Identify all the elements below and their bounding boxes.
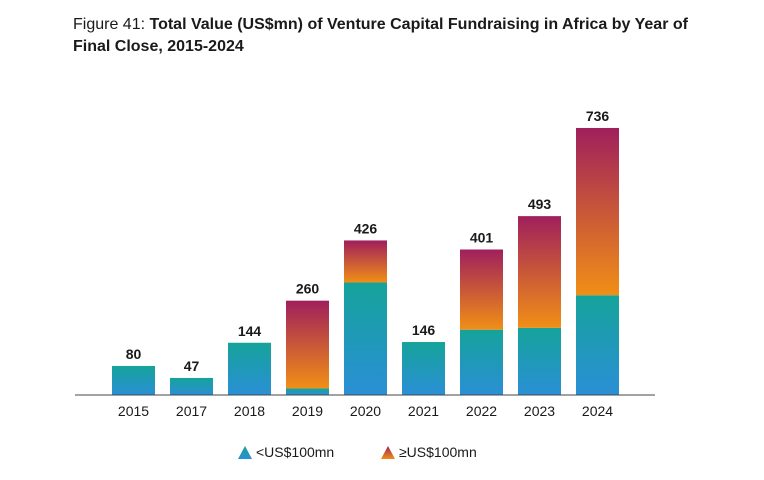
bars-layer: [112, 127, 619, 395]
bar-large-2022: [460, 249, 503, 330]
bar-small-2023: [518, 327, 561, 395]
data-label-2024: 736: [586, 108, 610, 124]
figure-number: Figure 41:: [73, 16, 150, 33]
legend-label-small: <US$100mn: [256, 444, 335, 460]
x-tick-label-2020: 2020: [350, 403, 381, 419]
x-tick-label-2019: 2019: [292, 403, 323, 419]
x-tick-label-2021: 2021: [408, 403, 439, 419]
bar-small-2019: [286, 388, 329, 395]
figure-title: Total Value (US$mn) of Venture Capital F…: [73, 16, 688, 55]
triangle-small-icon: [238, 445, 252, 459]
legend-label-large: ≥US$100mn: [399, 444, 477, 460]
data-label-2019: 260: [296, 281, 320, 297]
data-label-2017: 47: [184, 358, 200, 374]
bar-large-2023: [518, 216, 561, 328]
x-tick-label-2022: 2022: [466, 403, 497, 419]
data-label-2021: 146: [412, 322, 436, 338]
bar-small-2021: [402, 342, 445, 395]
legend-item-large: ≥US$100mn: [381, 444, 477, 460]
bar-chart: 80 2015 47 2017 144 2018 260 2019 426 2020 146 2021…: [75, 108, 655, 419]
bar-large-2020: [344, 240, 387, 283]
bar-small-2024: [576, 295, 619, 395]
bar-small-2022: [460, 329, 503, 395]
data-label-2023: 493: [528, 196, 552, 212]
bar-small-2018: [228, 342, 271, 395]
triangle-large-icon: [381, 445, 395, 459]
x-tick-label-2023: 2023: [524, 403, 555, 419]
x-tick-label-2024: 2024: [582, 403, 613, 419]
labels-layer: 80 2015 47 2017 144 2018 260 2019 426 2020 146 2021…: [118, 108, 613, 419]
x-tick-label-2017: 2017: [176, 403, 207, 419]
data-label-2018: 144: [238, 323, 262, 339]
chart-title: Figure 41: Total Value (US$mn) of Ventur…: [73, 14, 713, 58]
data-label-2015: 80: [126, 346, 142, 362]
bar-large-2019: [286, 300, 329, 389]
legend-item-small: <US$100mn: [238, 444, 334, 460]
bar-large-2024: [576, 127, 619, 296]
bar-small-2020: [344, 282, 387, 395]
data-label-2020: 426: [354, 220, 378, 236]
legend: <US$100mn ≥US$100mn: [0, 444, 764, 466]
x-tick-label-2018: 2018: [234, 403, 265, 419]
x-tick-label-2015: 2015: [118, 403, 149, 419]
bar-small-2017: [170, 377, 213, 395]
bar-small-2015: [112, 365, 155, 395]
data-label-2022: 401: [470, 230, 494, 246]
